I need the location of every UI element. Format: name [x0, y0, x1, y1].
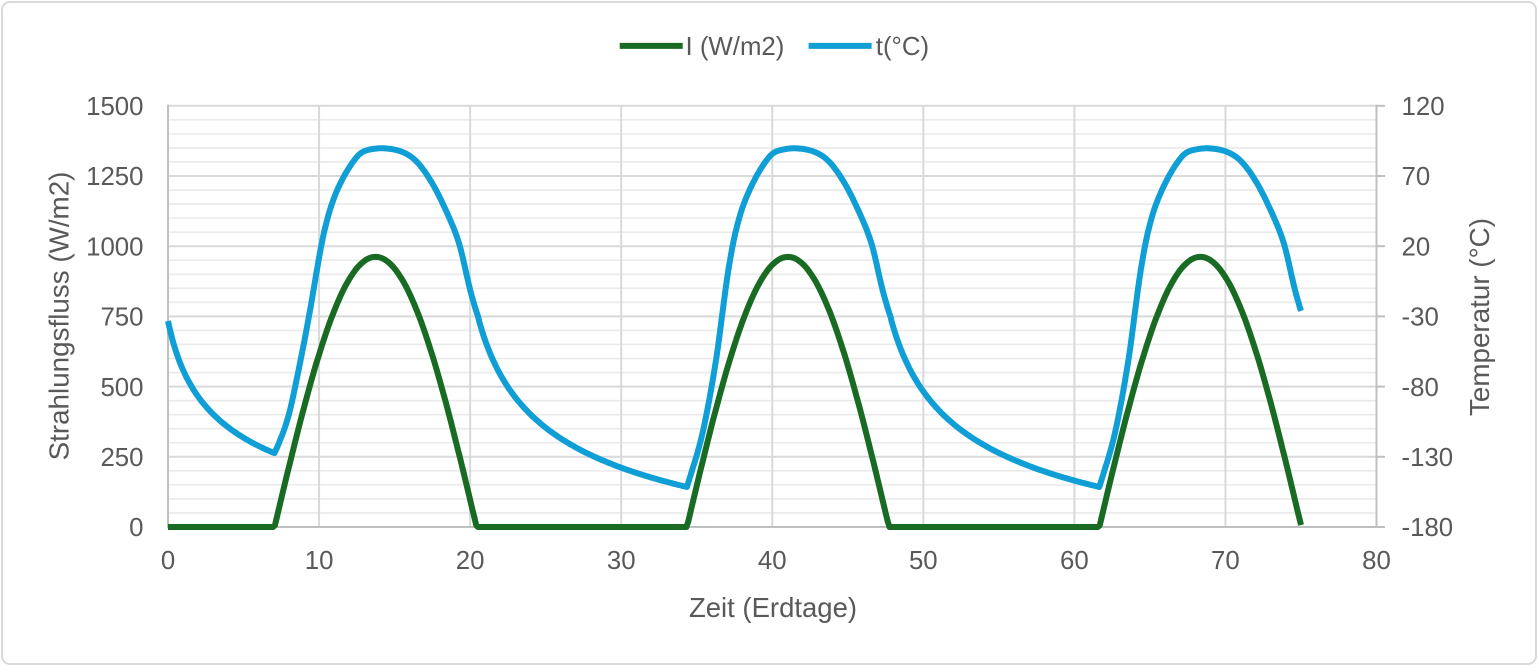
svg-text:1250: 1250 [86, 163, 143, 191]
svg-text:Zeit (Erdtage): Zeit (Erdtage) [689, 592, 857, 623]
svg-text:60: 60 [1060, 547, 1089, 575]
svg-text:-180: -180 [1402, 514, 1454, 542]
svg-text:20: 20 [456, 547, 485, 575]
svg-text:I (W/m2): I (W/m2) [686, 33, 785, 61]
svg-text:0: 0 [161, 547, 175, 575]
svg-text:-130: -130 [1402, 444, 1454, 472]
svg-text:20: 20 [1402, 233, 1431, 261]
svg-text:10: 10 [305, 547, 334, 575]
svg-text:1500: 1500 [86, 93, 143, 121]
svg-text:1000: 1000 [86, 233, 143, 261]
svg-text:30: 30 [607, 547, 636, 575]
svg-text:750: 750 [100, 304, 143, 332]
svg-text:120: 120 [1402, 93, 1445, 121]
svg-text:500: 500 [100, 374, 143, 402]
svg-text:80: 80 [1362, 547, 1391, 575]
svg-text:Temperatur (°C): Temperatur (°C) [1464, 218, 1495, 416]
svg-text:40: 40 [758, 547, 787, 575]
svg-text:70: 70 [1402, 163, 1431, 191]
svg-text:t(°C): t(°C) [876, 33, 929, 61]
svg-text:70: 70 [1211, 547, 1240, 575]
svg-text:250: 250 [100, 444, 143, 472]
svg-text:50: 50 [909, 547, 938, 575]
svg-text:0: 0 [129, 514, 143, 542]
svg-text:-30: -30 [1402, 304, 1439, 332]
svg-text:Strahlungsfluss (W/m2): Strahlungsfluss (W/m2) [44, 172, 75, 461]
svg-text:-80: -80 [1402, 374, 1439, 402]
